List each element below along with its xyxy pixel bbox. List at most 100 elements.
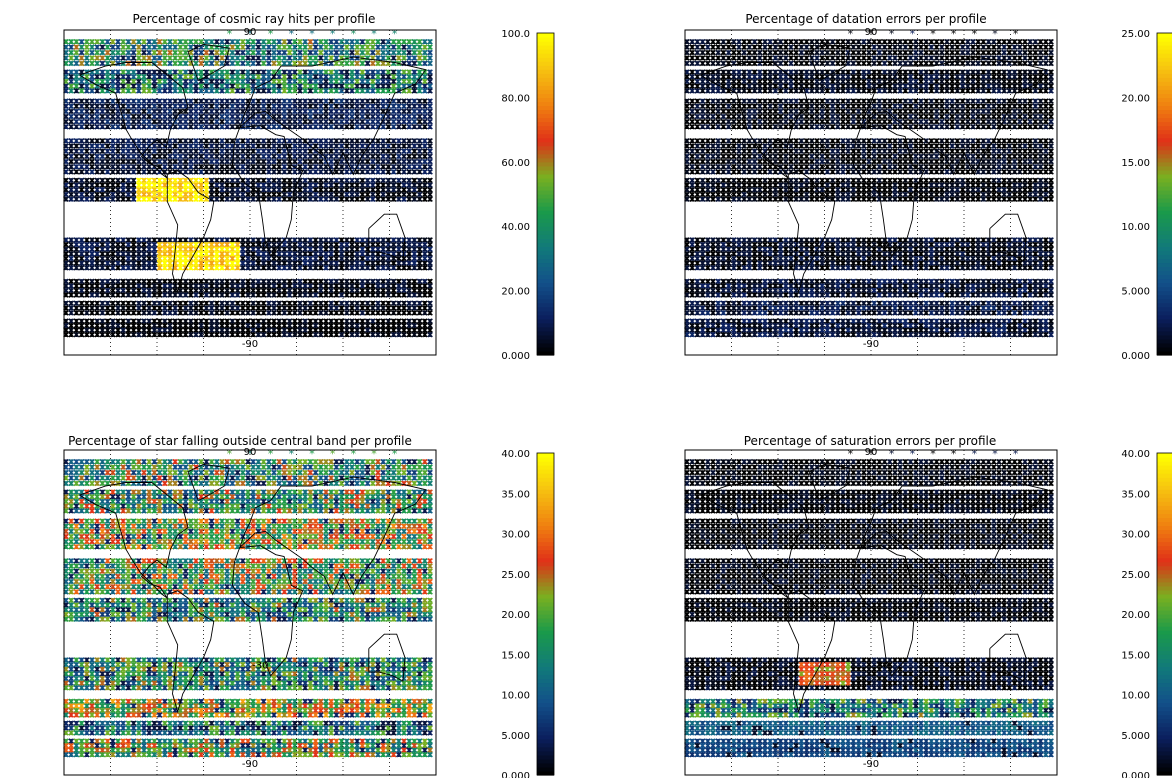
- data-marker: [401, 73, 407, 80]
- colorbar-step: [537, 189, 554, 195]
- data-marker: [307, 78, 314, 85]
- data-marker: [354, 44, 361, 51]
- data-marker: [390, 69, 397, 75]
- data-marker: [271, 49, 277, 56]
- data-marker: [151, 55, 158, 61]
- data-marker: [161, 87, 168, 94]
- data-marker: [349, 69, 355, 75]
- colorbar-step: [537, 69, 554, 74]
- data-marker: [203, 83, 210, 90]
- data-marker: [89, 55, 95, 61]
- data-marker: [203, 78, 210, 85]
- data-marker: [78, 44, 85, 51]
- data-marker: [385, 44, 392, 51]
- data-marker: [343, 44, 350, 51]
- data-marker: [83, 38, 90, 45]
- data-marker: [146, 38, 153, 45]
- colorbar-tick-label: 20.00: [501, 287, 530, 298]
- data-marker: [401, 49, 407, 56]
- colorbar-step: [537, 270, 554, 276]
- data-marker: [281, 60, 288, 67]
- data-marker: [146, 60, 153, 67]
- data-marker: [83, 60, 90, 67]
- data-marker: [265, 69, 272, 75]
- data-marker: [354, 49, 361, 56]
- data-marker: [177, 38, 184, 45]
- data-marker: [125, 78, 132, 85]
- data-marker: [286, 87, 293, 94]
- data-marker: [130, 49, 137, 56]
- data-marker: [375, 38, 381, 45]
- data-marker: [213, 73, 220, 80]
- data-marker: [213, 38, 220, 45]
- data-marker: [193, 87, 199, 94]
- data-marker: [146, 49, 153, 56]
- data-marker: [208, 73, 215, 80]
- data-marker: [260, 69, 267, 75]
- data-marker: [255, 60, 262, 67]
- data-marker: [68, 60, 75, 67]
- colorbar-step: [537, 45, 554, 50]
- colorbar-step: [537, 185, 554, 191]
- data-marker: [281, 73, 288, 80]
- data-marker: [281, 38, 288, 45]
- data-marker: [369, 78, 376, 85]
- data-marker: [255, 78, 262, 85]
- data-marker: [291, 60, 298, 67]
- data-marker: [239, 60, 246, 67]
- data-marker: [427, 49, 433, 56]
- data-marker: [302, 49, 309, 56]
- data-marker: [135, 44, 142, 51]
- data-marker: [291, 55, 298, 61]
- data-marker: [395, 55, 402, 61]
- data-marker: [265, 44, 272, 51]
- data-marker: [146, 55, 153, 61]
- data-marker: [224, 38, 231, 45]
- data-marker: [115, 87, 121, 94]
- data-marker: [354, 78, 361, 85]
- data-marker: [156, 49, 163, 56]
- data-marker: [265, 60, 272, 67]
- data-marker: [73, 87, 80, 94]
- data-marker: [297, 83, 303, 90]
- data-marker: [229, 83, 236, 90]
- data-marker: [395, 73, 402, 80]
- data-marker: [406, 49, 413, 56]
- data-marker: [229, 73, 236, 80]
- data-marker: [219, 87, 225, 94]
- data-marker: [224, 73, 231, 80]
- data-marker: [156, 60, 163, 67]
- data-marker: [172, 44, 179, 51]
- data-marker: [73, 78, 80, 85]
- data-marker: [364, 73, 371, 80]
- data-marker: [406, 73, 413, 80]
- data-marker: [317, 44, 324, 51]
- data-marker: [198, 38, 205, 45]
- data-marker: [239, 49, 246, 56]
- data-marker: [390, 38, 397, 45]
- data-marker: [245, 55, 251, 61]
- data-marker: [151, 83, 158, 90]
- data-marker: [390, 49, 397, 56]
- data-marker: [208, 38, 215, 45]
- data-marker: [359, 73, 366, 80]
- data-marker: [411, 73, 418, 80]
- data-marker: [323, 83, 329, 90]
- data-marker: [343, 78, 350, 85]
- data-marker: [380, 55, 387, 61]
- data-marker: [193, 55, 199, 61]
- data-marker: [219, 83, 225, 90]
- data-marker: [338, 38, 345, 45]
- data-marker: [234, 73, 241, 80]
- data-marker: [302, 60, 309, 67]
- data-marker: [364, 38, 371, 45]
- data-marker: [151, 49, 158, 56]
- data-marker: [208, 55, 215, 61]
- data-marker: [427, 78, 433, 85]
- data-marker: [385, 69, 392, 75]
- data-marker: [328, 78, 335, 85]
- data-marker: [297, 49, 303, 56]
- data-marker: [219, 49, 225, 56]
- data-marker: [234, 69, 241, 75]
- data-marker: [83, 87, 90, 94]
